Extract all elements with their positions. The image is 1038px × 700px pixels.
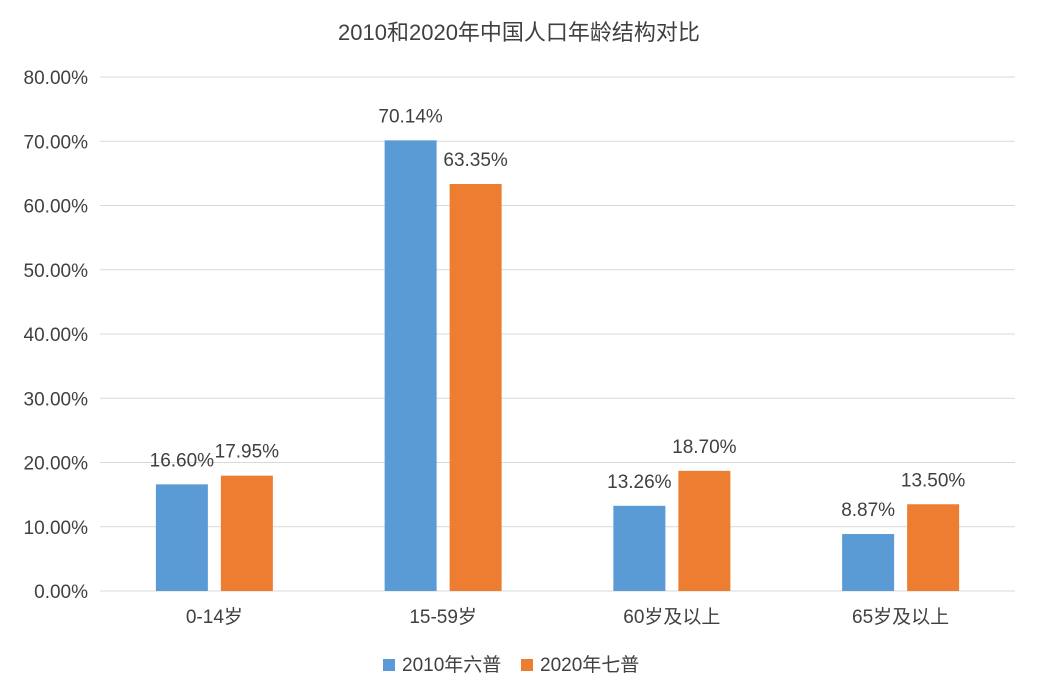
bar-2020 <box>907 504 960 591</box>
chart-title: 2010和2020年中国人口年龄结构对比 <box>338 20 700 45</box>
y-tick-label: 10.00% <box>24 518 89 539</box>
y-axis: 0.00% 10.00% 20.00% 30.00% 40.00% 50.00% 60.00… <box>24 68 89 603</box>
bar-2010 <box>613 505 666 591</box>
x-axis: 0-14岁 15-59岁 60岁及以上 65岁及以上 <box>186 606 949 628</box>
legend-label: 2010年六普 <box>402 654 501 676</box>
data-labels: 16.60% 17.95% 70.14% 63.35% 13.26%18.70% 8.87… <box>150 106 966 521</box>
y-tick-label: 30.00% <box>24 389 89 410</box>
y-tick-label: 0.00% <box>34 582 88 603</box>
legend-swatch <box>521 659 533 671</box>
x-tick-label: 65岁及以上 <box>852 606 949 628</box>
data-label: 13.26% <box>607 472 672 493</box>
data-label: 70.14% <box>378 106 443 127</box>
y-tick-label: 70.00% <box>24 132 89 153</box>
bar-2020 <box>220 475 273 591</box>
bar-2020 <box>449 183 502 591</box>
data-label: 8.87% <box>841 500 895 521</box>
y-tick-label: 50.00% <box>24 261 89 282</box>
data-label: 16.60% <box>150 450 215 471</box>
y-tick-label: 20.00% <box>24 454 89 475</box>
bar-2010 <box>842 534 895 591</box>
y-tick-label: 80.00% <box>24 68 89 89</box>
legend-label: 2020年七普 <box>540 654 639 676</box>
x-tick-label: 15-59岁 <box>409 606 477 628</box>
legend[interactable]: 2010年六普 2020年七普 <box>383 654 639 676</box>
bar-2020 <box>678 470 731 591</box>
data-label: 17.95% <box>215 442 280 463</box>
data-label: 18.70% <box>672 437 737 458</box>
y-tick-label: 60.00% <box>24 197 89 218</box>
bar-2010 <box>155 484 208 591</box>
data-label: 63.35% <box>443 150 508 171</box>
bars <box>155 140 960 591</box>
bar-2010 <box>384 140 437 591</box>
data-label: 13.50% <box>901 470 966 491</box>
legend-swatch <box>383 659 395 671</box>
y-tick-label: 40.00% <box>24 325 89 346</box>
x-tick-label: 60岁及以上 <box>623 606 720 628</box>
x-tick-label: 0-14岁 <box>186 606 243 628</box>
